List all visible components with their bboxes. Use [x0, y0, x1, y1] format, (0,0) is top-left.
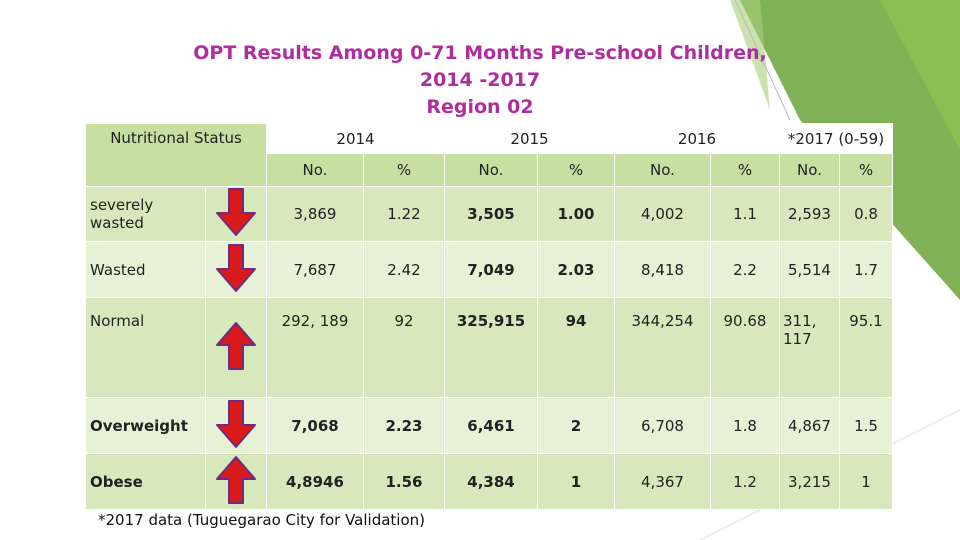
year-header-2014: 2014 [266, 123, 445, 154]
row-label: Wasted [85, 241, 206, 298]
subheader-percent: % [839, 153, 893, 187]
subheader-no: No. [779, 153, 840, 187]
cell-2014-pct: 2.42 [363, 241, 445, 298]
cell-2015-pct: 1 [537, 453, 615, 510]
cell-2016-pct: 1.8 [710, 397, 780, 454]
arrow-cell [205, 397, 267, 454]
cell-2016-pct: 1.2 [710, 453, 780, 510]
cell-2014-no: 3,869 [266, 186, 364, 242]
title-line-1: OPT Results Among 0-71 Months Pre-school… [193, 42, 767, 64]
cell-2016-pct: 90.68 [710, 297, 780, 398]
row-label: Normal [85, 297, 206, 398]
cell-2016-no: 4,367 [614, 453, 711, 510]
subheader-row: No. % No. % No. % No. % [86, 153, 893, 187]
year-header-2015: 2015 [444, 123, 615, 154]
nutritional-status-header: Nutritional Status [85, 123, 267, 187]
title-line-3: Region 02 [426, 96, 534, 118]
table-row-normal: Normal 292, 189 92 325,915 94 344,254 90… [85, 297, 893, 398]
cell-2017-no: 311, 117 [779, 297, 840, 398]
subheader-no: No. [444, 153, 538, 187]
cell-2014-pct: 92 [363, 297, 445, 398]
row-label: Overweight [85, 397, 206, 454]
cell-2015-pct: 2.03 [537, 241, 615, 298]
cell-2017-pct: 1.5 [839, 397, 893, 454]
cell-2017-pct: 0.8 [839, 186, 893, 242]
title-line-2: 2014 -2017 [419, 69, 541, 91]
cell-2015-no: 3,505 [444, 186, 538, 242]
cell-2017-no: 3,215 [779, 453, 840, 510]
cell-2016-pct: 2.2 [710, 241, 780, 298]
cell-2014-pct: 1.56 [363, 453, 445, 510]
cell-2017-no: 5,514 [779, 241, 840, 298]
cell-2017-pct: 95.1 [839, 297, 893, 398]
down-arrow-icon [214, 188, 258, 241]
cell-2014-no: 292, 189 [266, 297, 364, 398]
cell-2014-pct: 1.22 [363, 186, 445, 242]
subheader-percent: % [363, 153, 445, 187]
year-header-2017: *2017 (0-59) [779, 123, 893, 154]
down-arrow-icon [214, 243, 258, 297]
slide-title: OPT Results Among 0-71 Months Pre-school… [150, 40, 810, 121]
year-header-row: Nutritional Status 2014 2015 2016 *2017 … [85, 123, 893, 187]
cell-2017-no: 4,867 [779, 397, 840, 454]
cell-2014-no: 7,068 [266, 397, 364, 454]
cell-2015-no: 7,049 [444, 241, 538, 298]
table-row-overweight: Overweight 7,068 2.23 6,461 2 6,708 1.8 … [85, 397, 893, 454]
row-label: Obese [85, 453, 206, 510]
year-header-2016: 2016 [614, 123, 780, 154]
row-label: severely wasted [85, 186, 206, 242]
arrow-cell [205, 241, 267, 298]
cell-2015-pct: 94 [537, 297, 615, 398]
cell-2016-no: 6,708 [614, 397, 711, 454]
table-row-wasted: Wasted 7,687 2.42 7,049 2.03 8,418 2.2 5… [85, 241, 893, 298]
cell-2014-no: 4,8946 [266, 453, 364, 510]
cell-2015-no: 325,915 [444, 297, 538, 398]
arrow-cell [205, 186, 267, 242]
cell-2014-pct: 2.23 [363, 397, 445, 454]
down-arrow-icon [214, 399, 258, 453]
cell-2016-pct: 1.1 [710, 186, 780, 242]
subheader-no: No. [614, 153, 711, 187]
opt-results-table: Nutritional Status 2014 2015 2016 *2017 … [85, 123, 893, 510]
cell-2017-pct: 1 [839, 453, 893, 510]
arrow-cell [205, 453, 267, 510]
subheader-percent: % [710, 153, 780, 187]
footnote: *2017 data (Tuguegarao City for Validati… [98, 511, 425, 529]
up-arrow-icon [214, 455, 258, 509]
cell-2016-no: 4,002 [614, 186, 711, 242]
table-row-severely-wasted: severely wasted 3,869 1.22 3,505 1.00 4,… [85, 186, 893, 242]
cell-2015-pct: 2 [537, 397, 615, 454]
cell-2014-no: 7,687 [266, 241, 364, 298]
table-row-obese: Obese 4,8946 1.56 4,384 1 4,367 1.2 3,21… [85, 453, 893, 510]
cell-2015-pct: 1.00 [537, 186, 615, 242]
cell-2017-pct: 1.7 [839, 241, 893, 298]
cell-2016-no: 344,254 [614, 297, 711, 398]
subheader-no: No. [266, 153, 364, 187]
cell-2015-no: 6,461 [444, 397, 538, 454]
up-arrow-icon [214, 321, 258, 375]
cell-2017-no: 2,593 [779, 186, 840, 242]
cell-2015-no: 4,384 [444, 453, 538, 510]
subheader-percent: % [537, 153, 615, 187]
cell-2016-no: 8,418 [614, 241, 711, 298]
arrow-cell [205, 297, 267, 398]
